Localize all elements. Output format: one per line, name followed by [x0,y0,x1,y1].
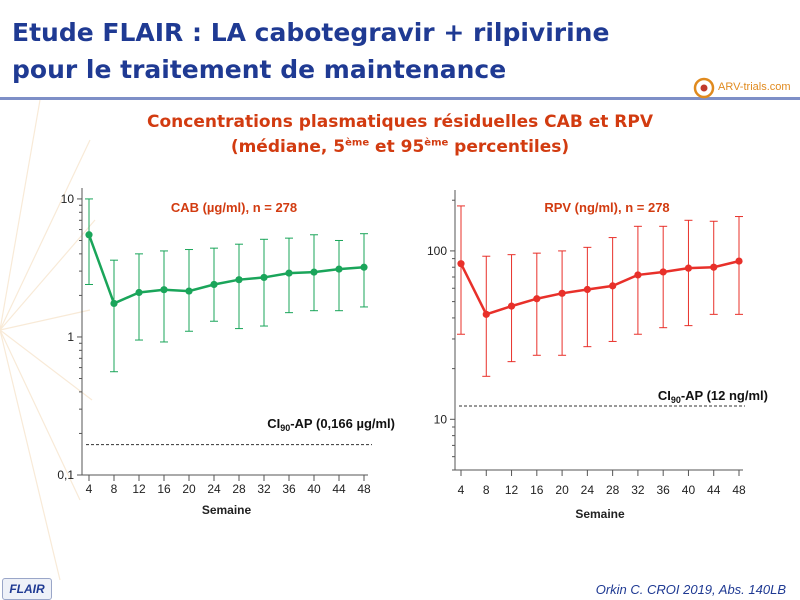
cab-median-line [87,234,365,306]
cab-x-tick-label: 36 [282,482,296,496]
rpv-median-point [507,302,516,310]
rpv-x-tick-label: 40 [682,483,696,497]
cab-y-tick-label: 10 [61,192,75,206]
subtitle-pre: (médiane, 5 [230,137,346,157]
logo-text: ARV-trials.com [718,81,791,93]
rpv-x-tick-label: 28 [606,483,620,497]
cab-median-point [310,268,318,276]
rpv-median-point [659,268,667,276]
rpv-median-point [558,289,566,297]
slide-title-line2: pour le traitement de maintenance [12,55,507,84]
cab-x-tick-label: 44 [332,482,346,496]
rpv-y-tick-label: 100 [427,244,447,258]
rpv-y-tick-label: 10 [434,412,448,426]
cab-x-tick-label: 20 [182,482,196,496]
subtitle-sup2: ème [424,137,449,149]
cab-threshold-label: CI90-AP (0,166 µg/ml) [267,416,395,433]
rpv-median-point [457,260,465,268]
cab-median-point [210,280,218,289]
cab-threshold-label-sub: 90 [280,423,290,433]
rpv-median-point [583,285,591,294]
rpv-x-tick-label: 44 [707,483,721,497]
cab-median-point [185,287,193,295]
cab-median-point [85,231,93,239]
flair-badge: FLAIR [2,578,52,600]
rpv-threshold-label-post: -AP (12 ng/ml) [681,388,768,403]
rpv-x-tick-label: 8 [483,483,490,497]
cab-median-point [335,265,343,273]
rpv-median-point [609,282,617,290]
rpv-x-tick-label: 16 [530,483,544,497]
rpv-x-tick-label: 36 [657,483,671,497]
cab-x-tick-label: 8 [111,482,118,496]
cab-threshold-label-post: -AP (0,166 µg/ml) [290,416,395,431]
cab-median-point [135,288,143,297]
rpv-median-point [735,257,743,265]
rpv-median-point [482,310,490,318]
rpv-median-point [634,271,642,279]
rpv-median-point [533,295,541,303]
slide-title: Etude FLAIR : LA cabotegravir + rilpivir… [12,14,652,88]
rpv-chart-title: RPV (ng/ml), n = 278 [544,200,669,215]
cab-x-tick-label: 4 [86,482,93,496]
rpv-median-line [459,259,740,316]
chart-subtitle-line2: (médiane, 5ème et 95ème percentiles) [0,137,800,157]
rpv-x-tick-label: 4 [458,483,465,497]
cab-median-point [110,299,118,308]
cab-median-point [235,276,243,284]
cab-x-tick-label: 32 [257,482,271,496]
cab-x-tick-label: 40 [307,482,321,496]
rpv-median-point [684,264,693,272]
cab-x-tick-label: 16 [157,482,171,496]
cab-x-tick-label: 24 [207,482,221,496]
cab-median-point [260,273,268,282]
cab-x-tick-label: 28 [232,482,246,496]
rpv-x-tick-label: 32 [631,483,645,497]
cab-x-tick-label: 48 [357,482,371,496]
citation: Orkin C. CROI 2019, Abs. 140LB [595,582,786,597]
cab-y-tick-label: 0,1 [57,468,74,482]
cab-median-point [160,286,168,294]
rpv-threshold-label-sub: 90 [671,395,681,405]
rpv-x-tick-label: 48 [732,483,746,497]
cab-median-point [360,263,368,271]
arv-trials-logo [693,77,715,99]
rpv-x-tick-label: 12 [505,483,519,497]
rpv-x-tick-label: 20 [555,483,569,497]
slide-title-line1: Etude FLAIR : LA cabotegravir + rilpivir… [12,18,610,47]
cab-y-tick-label: 1 [67,330,74,344]
subtitle-post: percentiles) [448,137,570,157]
rpv-threshold-label-pre: CI [658,388,671,403]
cab-chart-title: CAB (µg/ml), n = 278 [171,200,297,215]
title-divider [0,97,800,100]
rpv-x-tick-label: 24 [581,483,595,497]
chart-subtitle-line1: Concentrations plasmatiques résiduelles … [147,112,653,132]
cab-threshold-label-pre: CI [267,416,280,431]
cab-median-point [285,269,293,277]
subtitle-sup1: ème [345,137,370,149]
cab-x-tick-label: 12 [132,482,146,496]
subtitle-mid: et 95 [369,137,425,157]
rpv-median-point [710,263,718,271]
cab-x-label: Semaine [202,503,252,517]
rpv-threshold-label: CI90-AP (12 ng/ml) [658,388,768,405]
rpv-x-label: Semaine [575,507,625,521]
